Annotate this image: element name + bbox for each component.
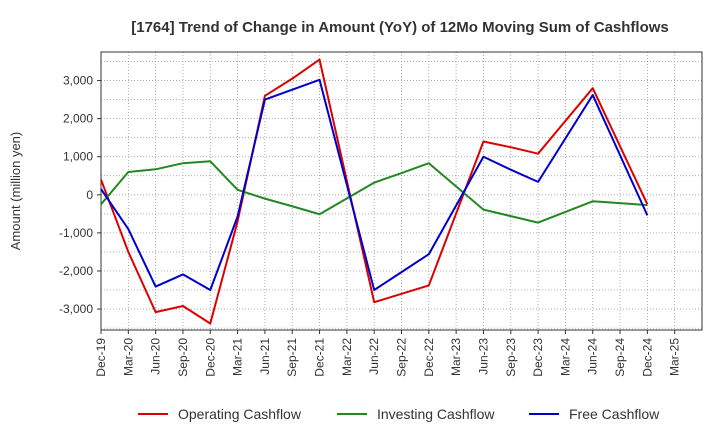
x-tick-label: Mar-23	[449, 338, 463, 376]
legend: Operating Cashflow Investing Cashflow Free…	[138, 406, 660, 422]
series-line-investing-cashflow	[100, 160, 648, 224]
x-tick-label: Mar-22	[340, 338, 354, 376]
x-tick-label: Dec-24	[640, 338, 654, 377]
plot-area: -3,000 -2,000 -1,000 0 1,000 2,000 3,000 Dec-19…	[59, 51, 703, 377]
x-tick-label: Dec-21	[313, 338, 327, 377]
x-tick-label: Sep-22	[395, 338, 409, 377]
y-axis-label: Amount (million yen)	[8, 132, 23, 251]
x-tick-label: Dec-20	[203, 338, 217, 377]
x-tick-label: Jun-22	[367, 338, 381, 375]
x-tick-label: Dec-19	[94, 338, 108, 377]
x-tick-label: Dec-22	[422, 338, 436, 377]
y-tick-label: -1,000	[59, 226, 93, 240]
x-tick-label: Dec-23	[531, 338, 545, 377]
x-tick-label: Sep-23	[504, 338, 518, 377]
x-tick-label: Mar-24	[558, 338, 572, 376]
x-tick-label: Jun-20	[149, 338, 163, 375]
x-tick-label: Sep-20	[176, 338, 190, 377]
y-tick-label: -3,000	[59, 302, 93, 316]
x-tick-label: Sep-21	[285, 338, 299, 377]
y-tick-label: 1,000	[63, 150, 93, 164]
x-tick-label: Jun-21	[258, 338, 272, 375]
y-tick-label: 3,000	[63, 74, 93, 88]
series-line-operating-cashflow	[100, 58, 649, 325]
x-tick-label: Mar-20	[121, 338, 135, 376]
x-tick-label: Jun-23	[476, 338, 490, 375]
legend-label: Free Cashflow	[569, 406, 660, 422]
x-tick-label: Mar-25	[668, 338, 682, 376]
x-tick-label: Sep-24	[613, 338, 627, 377]
legend-label: Investing Cashflow	[377, 406, 495, 422]
y-tick-label: 2,000	[63, 112, 93, 126]
x-tick-label: Mar-21	[231, 338, 245, 376]
y-tick-label: 0	[86, 188, 93, 202]
legend-label: Operating Cashflow	[178, 406, 302, 422]
chart-title: [1764] Trend of Change in Amount (YoY) o…	[131, 19, 669, 36]
y-tick-label: -2,000	[59, 264, 93, 278]
x-tick-label: Jun-24	[586, 338, 600, 375]
series-line-free-cashflow	[100, 78, 649, 292]
